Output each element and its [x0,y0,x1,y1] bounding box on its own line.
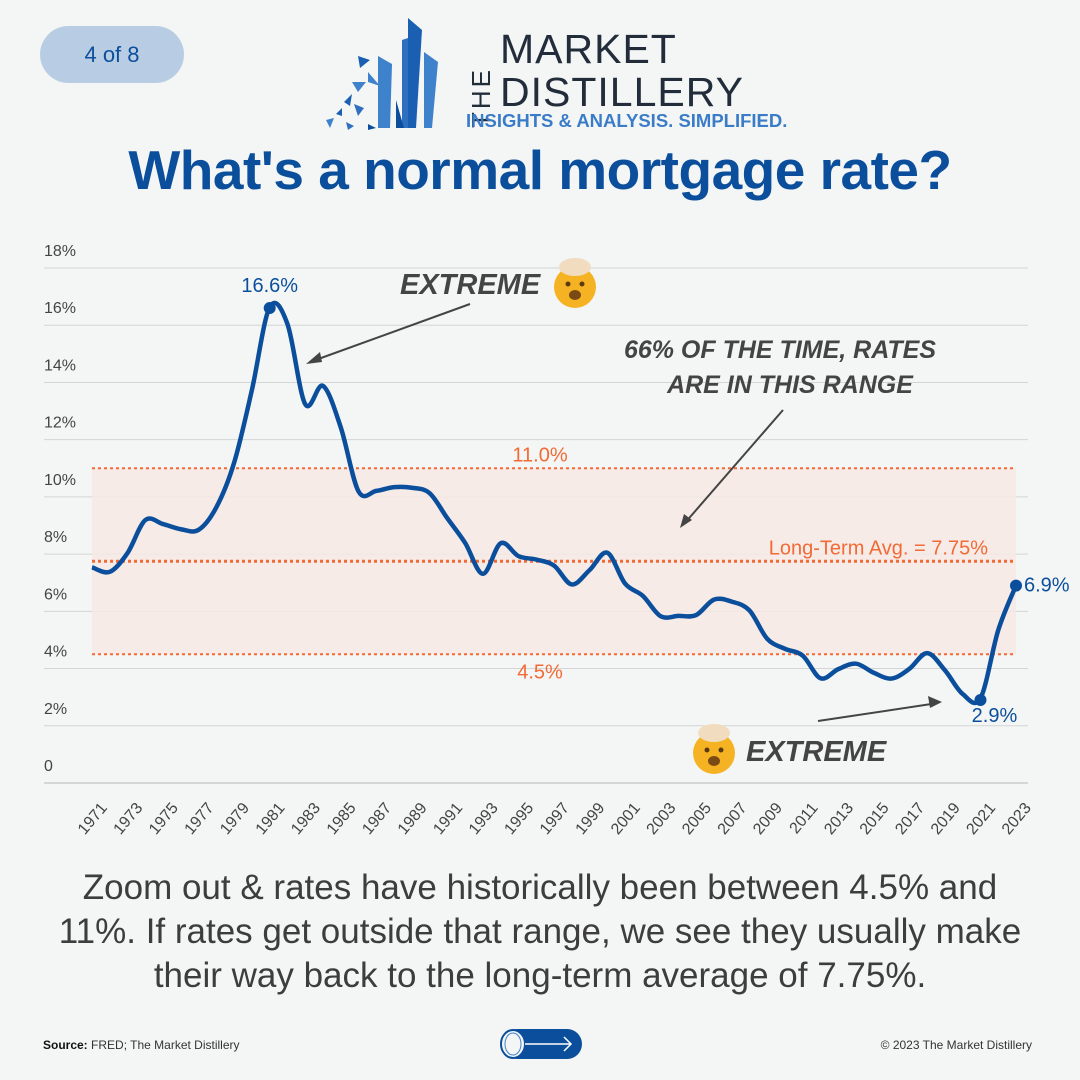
x-tick-label: 2017 [892,800,928,838]
x-tick-label: 2009 [750,800,786,838]
reference-label-lower: 4.5% [517,661,563,683]
arrowhead-2 [680,514,692,528]
data-point-marker [263,302,276,315]
x-tick-label: 2013 [821,800,857,838]
x-tick-label: 1983 [288,800,324,838]
annotation-arrow-1 [309,303,471,363]
page-indicator: 4 of 8 [40,26,184,83]
data-point-label: 6.9% [1024,575,1070,597]
x-tick-label: 1979 [217,800,253,838]
x-tick-label: 2007 [715,800,751,838]
y-tick-label: 18% [44,243,76,260]
logo-line2: DISTILLERY [500,69,744,115]
x-tick-label: 2003 [644,800,680,838]
logo-line1: MARKET [500,26,677,72]
x-tick-label: 1997 [537,800,573,838]
page-title: What's a normal mortgage rate? [128,139,952,201]
source-label: Source: [43,1038,88,1052]
rate-series-line [91,300,1019,706]
annotation-range-line1: 66% OF THE TIME, RATES [624,336,936,364]
x-tick-label: 2015 [857,800,893,838]
logo: THE MARKET DISTILLERY INSIGHTS & ANALYSI… [320,16,787,132]
source-text: FRED; The Market Distillery [87,1038,240,1052]
reference-label-upper: 11.0% [512,444,567,466]
arrowhead-3 [928,696,942,708]
x-tick-label: 1973 [111,800,147,838]
x-tick-label: 1991 [430,800,466,838]
x-tick-label: 2005 [679,800,715,838]
x-tick-label: 1993 [466,800,502,838]
y-tick-label: 16% [44,300,76,317]
x-tick-label: 1975 [146,800,182,838]
y-tick-label: 0 [44,758,53,775]
x-tick-label: 2001 [608,800,644,838]
y-tick-label: 8% [44,529,67,546]
annotation-extreme-bottom: EXTREME [746,736,888,768]
data-point-label: 16.6% [241,275,298,297]
arrow-right-icon [525,1036,573,1052]
annotation-arrow-2 [683,409,784,525]
logo-buildings-icon [326,18,438,130]
mind-blown-emoji-icon [693,724,735,774]
source-note: Source: FRED; The Market Distillery [43,1038,240,1052]
x-tick-label: 2019 [928,800,964,838]
y-tick-label: 6% [44,586,67,603]
arrowhead-1 [306,352,322,364]
x-tick-label: 1985 [324,800,360,838]
annotation-arrow-3 [817,702,939,722]
copyright: © 2023 The Market Distillery [880,1038,1032,1052]
x-tick-label: 1989 [395,800,431,838]
mortgage-rate-chart: 11.0% Long-Term Avg. = 7.75% 4.5% 0 2% 4% 6% 8… [44,243,1070,838]
next-slide-button[interactable] [498,1029,582,1059]
logo-tagline: INSIGHTS & ANALYSIS. SIMPLIFIED. [466,110,788,131]
data-point-marker [1010,579,1022,592]
mind-blown-emoji-icon [554,258,596,308]
x-tick-label: 1995 [501,800,537,838]
data-point-marker [974,694,987,707]
x-tick-label: 1999 [573,800,609,838]
y-tick-label: 4% [44,644,67,661]
annotation-range-line2: ARE IN THIS RANGE [666,371,914,399]
x-tick-label: 1987 [359,800,395,838]
x-tick-label: 2021 [963,800,999,838]
data-point-label: 2.9% [972,705,1018,727]
y-tick-label: 14% [44,357,76,374]
reference-label-average: Long-Term Avg. = 7.75% [769,537,988,559]
x-tick-label: 1971 [75,800,111,838]
logo-name: MARKET DISTILLERY [500,28,744,114]
x-tick-label: 1981 [253,800,289,838]
x-tick-label: 1977 [182,800,218,838]
y-tick-label: 10% [44,472,76,489]
y-tick-label: 2% [44,701,67,718]
x-tick-label: 2011 [787,800,822,837]
y-tick-label: 12% [44,415,76,432]
annotation-extreme-top: EXTREME [400,269,542,301]
x-tick-label: 2023 [999,800,1035,838]
summary-text: Zoom out & rates have historically been … [58,868,1022,995]
